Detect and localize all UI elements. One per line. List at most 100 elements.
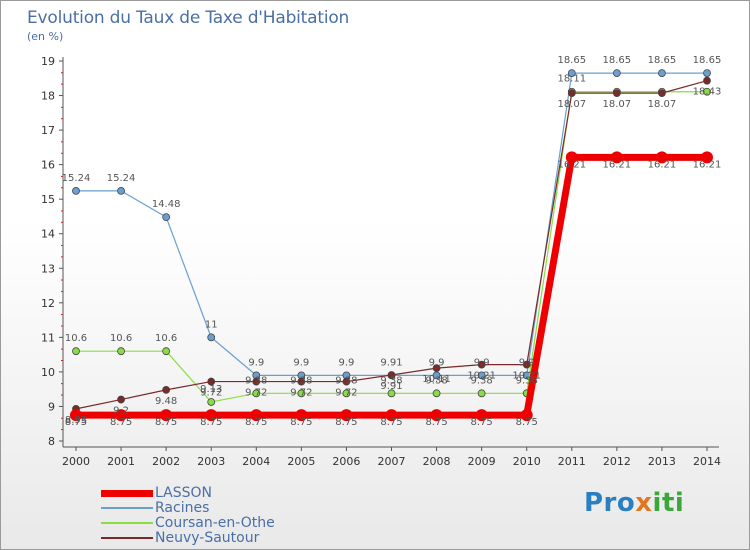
- data-point: [432, 389, 441, 398]
- data-point: [250, 409, 263, 422]
- data-label: 8.75: [380, 417, 402, 428]
- data-label: 8.75: [200, 417, 222, 428]
- x-tick-label: 2009: [468, 455, 496, 468]
- data-label: 10.21: [512, 371, 541, 382]
- data-point: [432, 364, 441, 373]
- data-label: 9.72: [200, 388, 222, 399]
- data-point: [72, 347, 80, 356]
- data-point: [430, 409, 443, 422]
- legend-label: Coursan-en-Othe: [155, 515, 275, 531]
- x-tick-label: 2005: [287, 455, 315, 468]
- legend-swatch: [101, 507, 153, 509]
- y-tick-label: 10: [41, 366, 55, 379]
- x-tick-label: 2000: [62, 455, 90, 468]
- data-label: 18.11: [557, 74, 586, 85]
- data-point: [475, 409, 488, 422]
- data-label: 18.65: [648, 55, 677, 66]
- data-label: 9.38: [471, 375, 493, 386]
- data-label: 9.72: [290, 388, 312, 399]
- data-label: 9.38: [380, 375, 402, 386]
- data-label: 16.21: [693, 159, 722, 170]
- data-point: [703, 87, 711, 96]
- data-point: [117, 395, 125, 404]
- chart-axes: 8 9 10 11 12 13 14 15 16 17 18 19 2000 2001 2002 2003 20…: [41, 55, 721, 468]
- data-point: [658, 69, 666, 77]
- data-point: [205, 409, 218, 422]
- data-label: 8.75: [335, 417, 357, 428]
- data-label: 18.65: [693, 55, 722, 66]
- data-point: [117, 347, 125, 356]
- data-label: 9.38: [425, 375, 447, 386]
- x-tick-label: 2001: [107, 455, 135, 468]
- data-point: [703, 69, 711, 77]
- data-point: [387, 371, 396, 379]
- data-point: [162, 385, 171, 394]
- data-point: [252, 377, 261, 386]
- y-tick-label: 18: [41, 90, 55, 103]
- data-label: 18.07: [603, 99, 632, 110]
- legend-swatch: [101, 537, 153, 539]
- data-point: [565, 151, 578, 164]
- data-label: 10.21: [467, 371, 496, 382]
- data-point: [162, 347, 171, 356]
- data-point: [252, 389, 261, 398]
- y-tick-label: 19: [41, 55, 55, 68]
- legend-swatch: [101, 489, 153, 497]
- data-label: 8.75: [425, 417, 447, 428]
- data-label: 8.93: [65, 415, 87, 426]
- data-point: [612, 69, 621, 77]
- data-label: 10.6: [155, 333, 177, 344]
- data-label: 9.48: [155, 396, 177, 407]
- data-point: [477, 371, 486, 380]
- x-tick-label: 2014: [693, 455, 721, 468]
- data-point: [703, 76, 711, 85]
- data-label: 9.9: [474, 357, 490, 368]
- chart-subtitle: (en %): [27, 30, 64, 43]
- data-point: [342, 377, 351, 386]
- data-label: 9.72: [245, 388, 267, 399]
- data-point: [567, 69, 576, 77]
- data-label: 9.38: [516, 375, 538, 386]
- y-tick-label: 13: [41, 262, 55, 275]
- logo-part-2: x: [635, 488, 653, 518]
- data-point: [295, 409, 308, 422]
- x-tick-label: 2007: [378, 455, 406, 468]
- data-label: 8.75: [290, 417, 312, 428]
- y-tick-label: 9: [48, 400, 55, 413]
- y-tick-label: 15: [41, 193, 55, 206]
- data-label: 9.9: [519, 357, 535, 368]
- data-label: 16.21: [648, 159, 677, 170]
- data-label: 16.21: [603, 159, 632, 170]
- data-label: 11: [205, 319, 218, 330]
- data-point: [117, 186, 125, 195]
- chart-series-lines: [70, 69, 713, 422]
- data-point: [297, 377, 306, 386]
- data-point: [567, 89, 576, 98]
- legend-swatch: [101, 522, 153, 524]
- y-tick-label: 8: [48, 435, 55, 448]
- data-label: 9.91: [380, 381, 402, 392]
- chart-data-labels: 8.75 8.75 8.75 8.75 8.75 8.75 8.75 8.75 8.75 8.75…: [62, 55, 722, 428]
- legend-label: Neuvy-Sautour: [155, 530, 260, 546]
- logo-part-3: iti: [652, 488, 685, 518]
- data-label: 8.75: [516, 417, 538, 428]
- data-label: 9.9: [429, 357, 445, 368]
- data-point: [522, 360, 531, 369]
- legend-label: Racines: [155, 500, 210, 516]
- y-tick-label: 12: [41, 297, 55, 310]
- data-point: [385, 409, 398, 422]
- data-label: 18.07: [557, 99, 586, 110]
- data-label: 9.9: [338, 357, 354, 368]
- data-label: 9.38: [290, 375, 312, 386]
- chart-title: Evolution du Taux de Taxe d'Habitation: [27, 8, 350, 28]
- x-tick-label: 2013: [648, 455, 676, 468]
- x-tick-label: 2008: [423, 455, 451, 468]
- data-label: 8.75: [110, 417, 132, 428]
- x-tick-label: 2002: [152, 455, 180, 468]
- data-point: [655, 151, 668, 164]
- data-point: [297, 389, 306, 398]
- data-label: 18.43: [693, 87, 722, 98]
- data-label: 9.2: [113, 406, 129, 417]
